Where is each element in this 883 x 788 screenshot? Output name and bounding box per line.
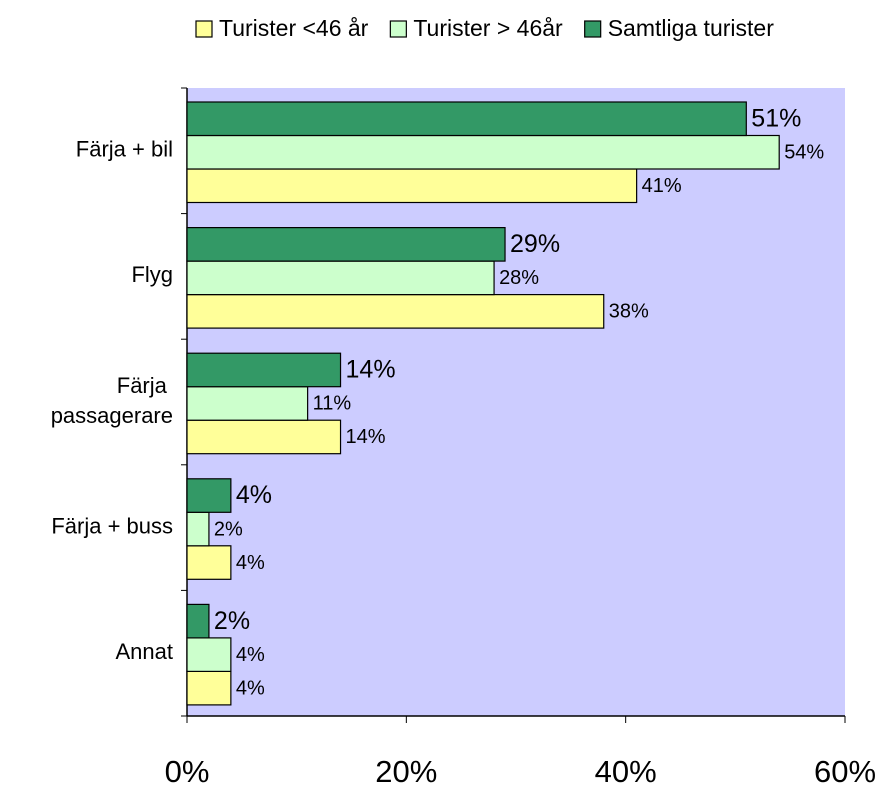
bar [186, 260, 495, 296]
category-label: Annat [116, 639, 174, 664]
value-label: 54% [784, 142, 824, 164]
value-label: 51% [751, 104, 801, 132]
legend-label: Samtliga turister [608, 15, 775, 41]
x-tick-label: 20% [375, 754, 437, 788]
bar [186, 134, 780, 170]
bar [186, 386, 309, 421]
value-label: 41% [642, 175, 682, 197]
bar [186, 419, 342, 455]
bar [186, 227, 506, 262]
bar [186, 294, 605, 329]
value-label: 11% [313, 393, 352, 415]
value-label: 14% [346, 426, 386, 448]
legend-swatch [195, 20, 213, 38]
category-label: Färja + buss [51, 513, 173, 538]
value-label: 4% [236, 481, 272, 509]
category-label: Färja + bil [76, 137, 173, 162]
bar [186, 101, 747, 137]
bar [186, 637, 232, 673]
category-label: Färja passagerare [51, 373, 173, 428]
legend-label: Turister <46 år [219, 15, 369, 41]
bar [186, 603, 210, 639]
value-label: 14% [346, 356, 396, 384]
bar [186, 168, 638, 204]
legend-swatch [389, 20, 407, 38]
x-tick-label: 60% [814, 754, 876, 788]
bar [186, 352, 342, 388]
value-label: 4% [236, 552, 265, 574]
bar [186, 511, 210, 547]
value-label: 2% [214, 518, 243, 540]
value-label: 4% [236, 677, 265, 699]
bar [186, 545, 232, 580]
value-label: 28% [499, 267, 539, 289]
legend-swatch [584, 20, 602, 38]
x-tick-label: 40% [595, 754, 657, 788]
legend-label: Turister > 46år [413, 15, 563, 41]
value-label: 38% [609, 301, 649, 323]
value-label: 29% [510, 230, 560, 258]
bar [186, 478, 232, 513]
bar [186, 670, 232, 706]
x-tick-label: 0% [165, 754, 210, 788]
category-label: Flyg [131, 262, 173, 287]
value-label: 4% [236, 644, 265, 666]
value-label: 2% [214, 607, 250, 635]
